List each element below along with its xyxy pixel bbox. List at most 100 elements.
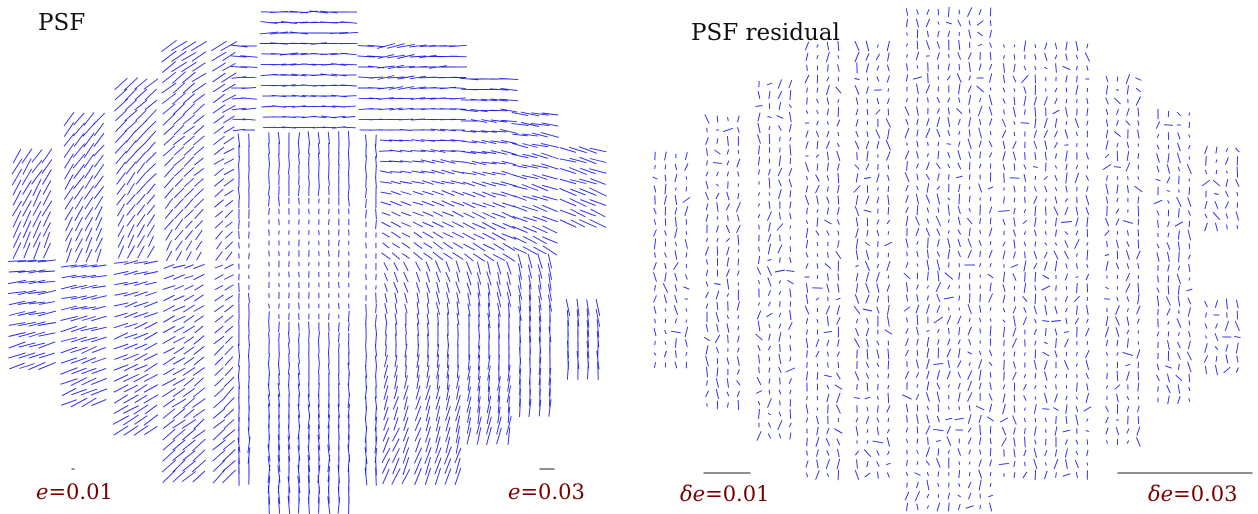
whisker (976, 20, 984, 26)
whisker (916, 438, 919, 444)
whisker (684, 205, 689, 217)
whisker (1053, 250, 1059, 260)
whisker (182, 439, 196, 451)
whisker (768, 201, 771, 209)
whisker (240, 66, 258, 68)
whisker (825, 51, 830, 63)
whisker (653, 238, 657, 250)
whisker (1086, 108, 1089, 116)
whisker (1116, 339, 1119, 347)
whisker (183, 346, 195, 355)
whisker (465, 261, 473, 275)
whisker (766, 312, 773, 318)
whisker (1054, 393, 1058, 403)
whisker (1076, 351, 1078, 357)
whisker (28, 279, 46, 285)
whisker (837, 230, 840, 236)
whisker (927, 237, 929, 249)
whisker (214, 294, 224, 302)
whisker (162, 336, 176, 344)
whisker (123, 363, 138, 372)
whisker (1003, 371, 1005, 381)
whisker (404, 343, 408, 358)
whisker (916, 338, 919, 346)
whisker (876, 461, 880, 467)
whisker (124, 301, 138, 308)
whisker (1055, 285, 1057, 291)
whisker (826, 473, 830, 477)
whisker (127, 182, 135, 196)
whisker (497, 272, 501, 285)
whisker (436, 354, 440, 368)
whisker (377, 86, 395, 90)
whisker (393, 271, 399, 283)
whisker (671, 330, 681, 334)
whisker (1116, 296, 1119, 302)
whisker (397, 75, 415, 80)
whisker (865, 40, 870, 52)
whisker (926, 161, 930, 171)
whisker (172, 439, 186, 451)
whisker (989, 307, 992, 311)
whisker (308, 152, 310, 166)
whisker (674, 294, 678, 304)
whisker (1234, 147, 1240, 153)
whisker (115, 150, 127, 165)
whisker (322, 105, 336, 108)
whisker (865, 63, 870, 73)
whisker (905, 349, 909, 357)
whisker (936, 193, 941, 205)
whisker (758, 169, 760, 175)
whisker (455, 260, 461, 273)
whisker (365, 155, 367, 168)
whisker (947, 197, 951, 201)
whisker (1137, 196, 1140, 204)
whisker (144, 331, 158, 341)
whisker (531, 164, 549, 169)
whisker (456, 301, 460, 316)
whisker (364, 166, 368, 178)
whisker (1177, 332, 1180, 336)
whisker (191, 82, 207, 94)
whisker (815, 415, 819, 425)
whisker (381, 232, 390, 238)
whisker (531, 153, 549, 159)
whisker (144, 404, 158, 415)
whisker (422, 211, 434, 217)
whisker (508, 354, 510, 371)
whisker (1105, 196, 1109, 204)
whisker (856, 459, 858, 469)
whisker (1054, 174, 1058, 182)
whisker (38, 361, 56, 371)
whisker (886, 260, 891, 272)
whisker (394, 313, 398, 325)
whisker (926, 329, 930, 333)
whisker (855, 272, 859, 282)
whisker (39, 301, 55, 305)
whisker (979, 229, 981, 235)
whisker (1055, 229, 1057, 237)
whisker (223, 168, 235, 176)
whisker (237, 343, 240, 358)
whisker (1214, 346, 1219, 350)
whisker (806, 362, 808, 368)
whisker (377, 75, 395, 80)
whisker (876, 229, 880, 237)
whisker (391, 211, 401, 217)
whisker (12, 190, 22, 206)
whisker (380, 201, 392, 206)
whisker (486, 426, 492, 446)
whisker (865, 282, 870, 294)
whisker (1166, 242, 1171, 250)
whisker (1126, 338, 1129, 348)
whisker (826, 97, 830, 105)
whisker (1044, 304, 1048, 316)
whisker (80, 284, 98, 290)
whisker (1065, 163, 1068, 171)
whisker (663, 294, 668, 304)
whisker (426, 365, 430, 378)
whisker (1085, 194, 1090, 206)
whisker (1167, 395, 1170, 405)
whisker (181, 428, 196, 441)
whisker (1187, 210, 1191, 216)
